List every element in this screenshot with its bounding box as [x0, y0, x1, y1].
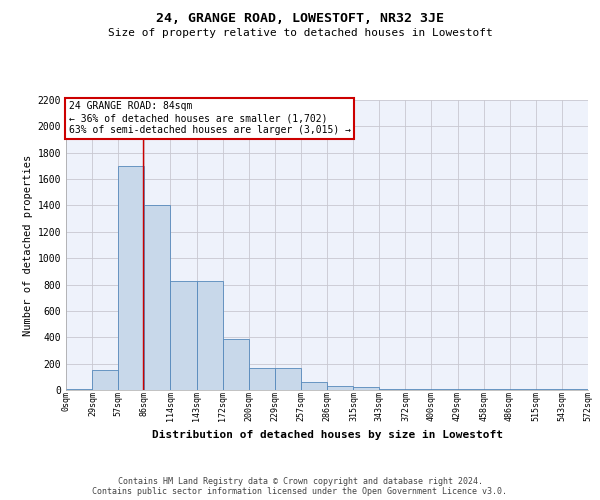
Bar — [223, 338, 248, 390]
Text: Size of property relative to detached houses in Lowestoft: Size of property relative to detached ho… — [107, 28, 493, 38]
Text: Contains HM Land Registry data © Crown copyright and database right 2024.: Contains HM Land Registry data © Crown c… — [118, 477, 482, 486]
Text: Contains public sector information licensed under the Open Government Licence v3: Contains public sector information licen… — [92, 487, 508, 496]
Bar — [170, 281, 197, 390]
X-axis label: Distribution of detached houses by size in Lowestoft: Distribution of detached houses by size … — [151, 430, 503, 440]
Bar — [145, 206, 170, 390]
Text: 24 GRANGE ROAD: 84sqm
← 36% of detached houses are smaller (1,702)
63% of semi-d: 24 GRANGE ROAD: 84sqm ← 36% of detached … — [68, 102, 350, 134]
Bar — [301, 382, 327, 390]
Bar — [353, 386, 379, 390]
Bar — [275, 368, 301, 390]
Bar — [248, 368, 275, 390]
Bar — [118, 166, 145, 390]
Y-axis label: Number of detached properties: Number of detached properties — [23, 154, 34, 336]
Text: 24, GRANGE ROAD, LOWESTOFT, NR32 3JE: 24, GRANGE ROAD, LOWESTOFT, NR32 3JE — [156, 12, 444, 26]
Bar — [92, 370, 118, 390]
Bar — [197, 281, 223, 390]
Bar — [327, 386, 353, 390]
Bar — [66, 388, 92, 390]
